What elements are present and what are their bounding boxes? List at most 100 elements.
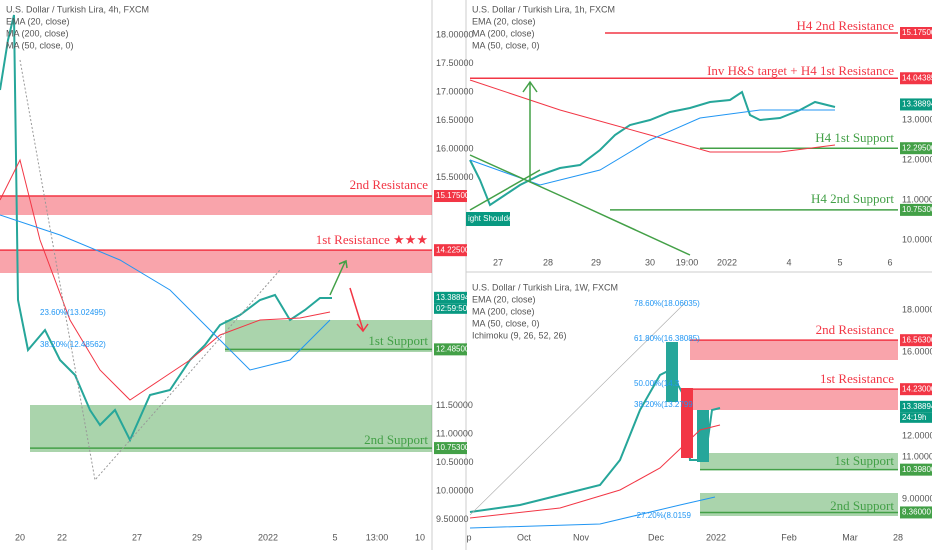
candle [666,342,678,402]
candle [681,388,693,458]
zone-label: 2nd Resistance [816,322,895,337]
zone-band [700,493,898,516]
x-tick-label: 5 [837,257,842,267]
target-arrow [522,80,538,182]
ma-line [469,496,716,529]
x-tick-label: 2022 [258,532,278,542]
zone-band [0,250,432,273]
countdown-bg [434,303,467,314]
countdown: 02:59:50 [436,304,468,313]
zone-label: H4 2nd Resistance [797,18,895,33]
price-tag-label: 14.22500 [436,245,470,254]
y-tick-label: 11.50000 [436,400,473,410]
ma-line [469,109,835,186]
y-tick-label: 11.00000 [436,428,473,438]
x-tick-label: 2022 [706,532,726,542]
legend-text: MA (50, close, 0) [472,40,540,50]
price-tag-label: 12.48500 [436,344,470,353]
zone-label: 2nd Resistance [350,177,429,192]
price-tag-label: 12.29500 [902,143,932,152]
price-tag [900,203,932,216]
x-tick-label: Mar [842,532,858,542]
legend-text: MA (50, close, 0) [472,318,540,328]
y-tick-label: 17.00000 [436,86,474,96]
zone-band [30,405,432,452]
x-tick-label: 27 [132,532,142,542]
ema-line [0,158,331,401]
y-tick-label: 16.50000 [436,115,474,125]
zone-band [700,453,898,470]
price-tag [900,27,932,39]
price-tag [900,142,932,155]
y-tick-label: 11.00000 [902,451,932,461]
pattern-label: ight Shoulder [468,214,515,223]
y-tick-label: 16.00000 [902,346,932,356]
y-tick-label: 17.50000 [436,58,474,68]
legend-text: EMA (20, close) [6,16,70,26]
x-tick-label: 13:00 [366,532,389,542]
x-tick-label: 19:00 [676,257,699,267]
fib-label: 61.80%(16.38085) [634,334,700,343]
zone-label: 2nd Support [830,498,894,513]
x-tick-label: Feb [781,532,797,542]
y-tick-label: 12.00000 [902,430,932,440]
x-tick-label: 5 [332,532,337,542]
price-tag [434,244,467,257]
fib-label: 38.20%(13.2799 [634,400,693,409]
y-tick-label: 13.00000 [902,114,932,124]
x-tick-label: 22 [57,532,67,542]
labels: U.S. Dollar / Turkish Lira, 4h, FXCM EMA … [6,4,932,542]
fib-trend [469,301,687,516]
price-tag-label: 10.39800 [902,465,932,474]
zone-label: 2nd Support [364,432,428,447]
legend-text: MA (200, close) [472,28,535,38]
x-tick-label: 30 [645,257,655,267]
pattern-lines [469,154,691,256]
price-tag [900,506,932,519]
price-tag-label: 10.75300 [436,443,470,452]
legend-text: MA (200, close) [472,306,535,316]
y-tick-label: 9.00000 [902,493,932,503]
price-tag-label: 13.38894 [902,100,932,109]
price-action [469,90,836,207]
price-tag [434,442,467,455]
y-tick-label: 10.00000 [436,485,474,495]
x-tick-label: 28 [893,532,903,542]
zones [0,32,898,516]
zone-label: 1st Resistance [820,371,894,386]
x-tick-label: Dec [648,532,665,542]
fib-label: 50.00%(14.3 [634,379,680,388]
y-tick-label: 10.00000 [902,234,932,244]
pattern-tag [466,212,510,226]
x-tick-label: 28 [543,257,553,267]
price-tag-label: 14.23000 [902,384,932,393]
price-tag-label: 16.56300 [902,335,932,344]
x-tick-label: p [466,532,471,542]
ma-line [469,79,836,153]
price-tag [900,463,932,476]
ema-line [469,424,721,519]
x-tick-label: 10 [415,532,425,542]
zone-label: 1st Support [368,333,428,348]
price-tag-label: 13.38894 [902,402,932,411]
price-tag [434,291,467,304]
zone-label: Inv H&S target + H4 1st Resistance [707,63,894,78]
candle [697,410,709,462]
legend-text: U.S. Dollar / Turkish Lira, 1h, FXCM [472,4,615,14]
legend-text: EMA (20, close) [472,16,536,26]
zone-label: 1st Resistance ★★★ [316,232,428,247]
countdown: 24:19h [902,413,926,422]
y-tick-label: 12.00000 [902,154,932,164]
price-tag-label: 15.17500 [436,191,470,200]
price-tag [434,343,467,356]
zone-label: H4 2nd Support [811,191,894,206]
y-tick-label: 11.00000 [902,194,932,204]
price-tag-label: 15.17500 [902,28,932,37]
x-tick-label: 29 [591,257,601,267]
x-tick-label: Nov [573,532,590,542]
y-tick-label: 16.00000 [436,143,474,153]
legend-text: U.S. Dollar / Turkish Lira, 4h, FXCM [6,4,149,14]
zone-label: 1st Support [834,453,894,468]
zone-band [690,389,898,410]
